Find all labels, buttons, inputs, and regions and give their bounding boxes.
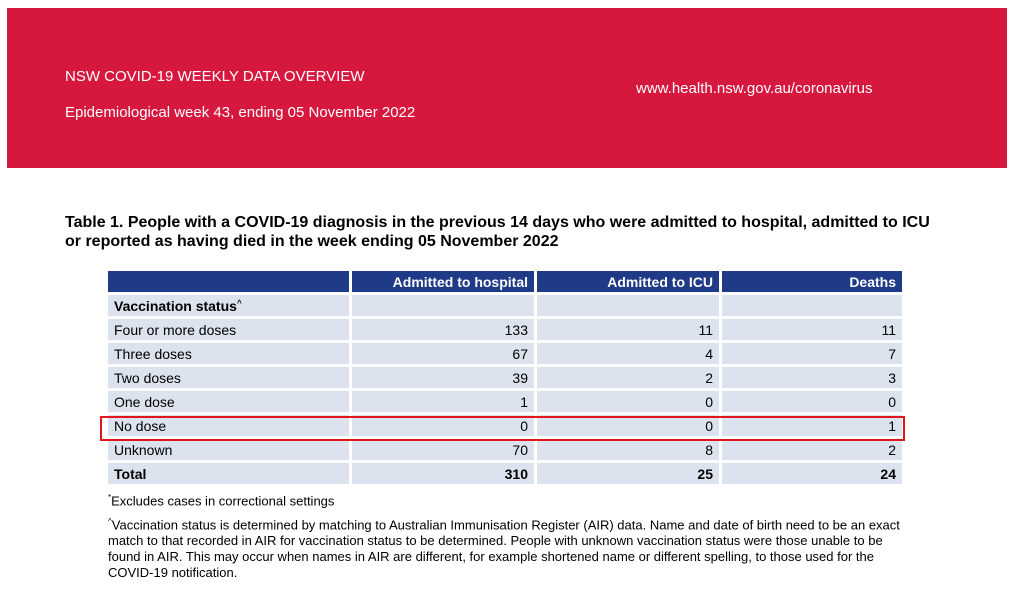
report-title: NSW COVID-19 WEEKLY DATA OVERVIEW (65, 68, 365, 85)
header-admitted-icu: Admitted to ICU (537, 271, 719, 292)
cell-icu: 2 (537, 367, 719, 388)
cell-hospital: 133 (352, 319, 534, 340)
cell-deaths: 1 (722, 415, 902, 436)
table-header-row: Admitted to hospital Admitted to ICU Dea… (108, 271, 902, 292)
cell-icu: 8 (537, 439, 719, 460)
cell-icu: 11 (537, 319, 719, 340)
table-row: Three doses 67 4 7 (108, 343, 902, 364)
total-hospital: 310 (352, 463, 534, 484)
cell-hospital: 39 (352, 367, 534, 388)
cell-hospital: 1 (352, 391, 534, 412)
table-title: Table 1. People with a COVID-19 diagnosi… (65, 214, 930, 250)
table-row: One dose 1 0 0 (108, 391, 902, 412)
report-subtitle: Epidemiological week 43, ending 05 Novem… (65, 104, 416, 121)
total-row: Total 310 25 24 (108, 463, 902, 484)
row-label: Four or more doses (108, 319, 349, 340)
row-label: Three doses (108, 343, 349, 364)
no-dose-highlight-box (100, 416, 905, 441)
total-label: Total (108, 463, 349, 484)
cell-deaths: 2 (722, 439, 902, 460)
row-label: No dose (108, 415, 349, 436)
website-link[interactable]: www.health.nsw.gov.au/coronavirus (636, 80, 873, 97)
footnote-correctional: *Excludes cases in correctional settings (108, 493, 335, 509)
cell-deaths: 11 (722, 319, 902, 340)
table-row: No dose 0 0 1 (108, 415, 902, 436)
footnote-vaccination-status: ^Vaccination status is determined by mat… (108, 517, 900, 581)
cell-deaths: 0 (722, 391, 902, 412)
cell-hospital: 70 (352, 439, 534, 460)
cell-hospital: 0 (352, 415, 534, 436)
row-label: Unknown (108, 439, 349, 460)
section-row: Vaccination status^ (108, 295, 902, 316)
cell-deaths: 7 (722, 343, 902, 364)
table-row: Four or more doses 133 11 11 (108, 319, 902, 340)
cell-hospital: 67 (352, 343, 534, 364)
header-cell-blank (108, 271, 349, 292)
row-label: Two doses (108, 367, 349, 388)
total-icu: 25 (537, 463, 719, 484)
cell-icu: 0 (537, 415, 719, 436)
header-admitted-hospital: Admitted to hospital (352, 271, 534, 292)
header-deaths: Deaths (722, 271, 902, 292)
header-banner: NSW COVID-19 WEEKLY DATA OVERVIEW Epidem… (7, 8, 1007, 168)
table-row: Unknown 70 8 2 (108, 439, 902, 460)
total-deaths: 24 (722, 463, 902, 484)
hospitalisation-table: Admitted to hospital Admitted to ICU Dea… (105, 268, 905, 487)
cell-deaths: 3 (722, 367, 902, 388)
section-label: Vaccination status^ (108, 295, 349, 316)
table-row: Two doses 39 2 3 (108, 367, 902, 388)
cell-icu: 4 (537, 343, 719, 364)
cell-icu: 0 (537, 391, 719, 412)
row-label: One dose (108, 391, 349, 412)
